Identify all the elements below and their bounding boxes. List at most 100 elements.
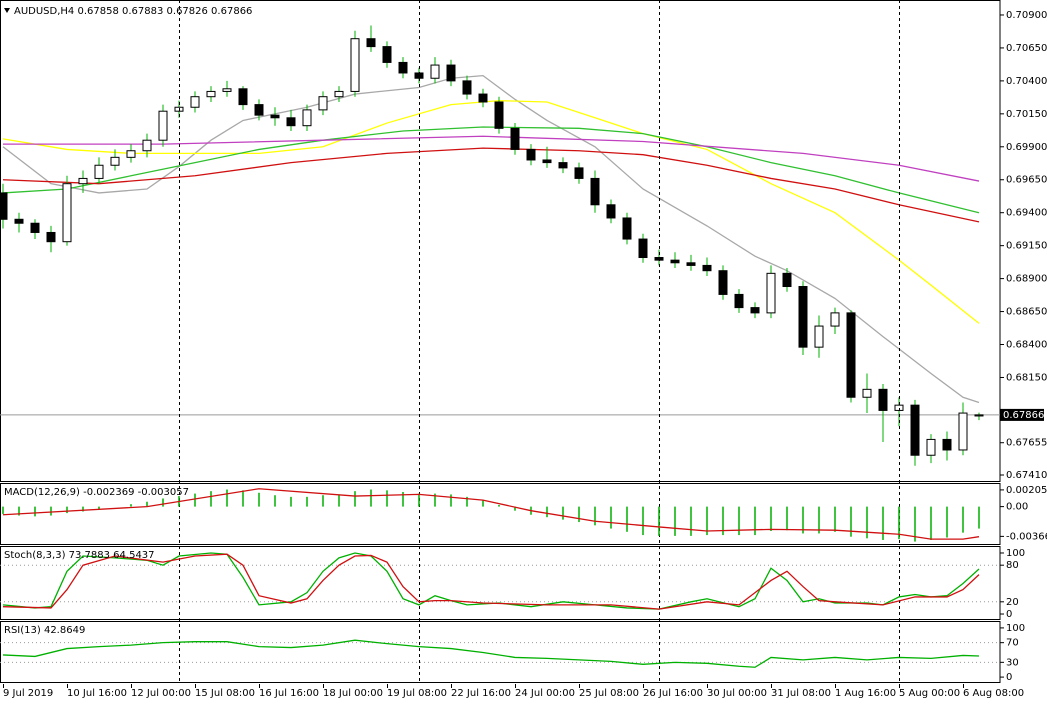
x-tick-label: 18 Jul 00:00 [323, 688, 383, 699]
panel [0, 25, 1000, 466]
candle-body [142, 139, 152, 152]
chart-title: AUDUSD,H4 0.67858 0.67883 0.67826 0.6786… [14, 6, 252, 17]
candle-body [942, 438, 952, 451]
x-tick-label: 6 Aug 08:00 [963, 688, 1024, 699]
panel-frame [0, 621, 1001, 683]
candle-body [830, 312, 840, 327]
candle-body [766, 272, 776, 314]
candle-body [574, 167, 584, 179]
indicator-line [2, 639, 980, 668]
candle-body [638, 238, 648, 259]
candle-body [878, 388, 888, 411]
x-tick-label: 12 Jul 00:00 [131, 688, 191, 699]
y-tick-label: 80 [1006, 560, 1019, 571]
current-price-box [1000, 408, 1044, 421]
candle-body [526, 148, 536, 161]
candle-body [670, 259, 680, 264]
x-tick-label: 25 Jul 08:00 [579, 688, 639, 699]
candle-body [846, 312, 856, 398]
y-tick-label: 0.68900 [1006, 274, 1047, 285]
y-tick-label: 100 [1006, 623, 1025, 634]
x-tick-label: 15 Jul 08:00 [195, 688, 255, 699]
panel [2, 488, 980, 542]
indicator-title: MACD(12,26,9) -0.002369 -0.003057 [4, 487, 189, 498]
candle-body [750, 307, 760, 314]
panel-frame [0, 546, 1001, 620]
x-tick-label: 5 Aug 00:00 [899, 688, 960, 699]
candle-body [606, 204, 616, 219]
y-tick-label: 0.70400 [1006, 76, 1047, 87]
candle-body [78, 177, 88, 185]
candle-body [190, 96, 200, 108]
y-tick-label: 0.002055 [1006, 485, 1047, 496]
menu-arrow[interactable] [4, 8, 10, 13]
y-tick-label: 0.68650 [1006, 307, 1047, 318]
candle-body [590, 177, 600, 206]
x-tick-label: 10 Jul 16:00 [67, 688, 127, 699]
indicator-title: RSI(13) 42.8649 [4, 625, 85, 636]
candle-body [318, 96, 328, 111]
y-tick-label: 0.70650 [1006, 43, 1047, 54]
x-tick-label: 22 Jul 16:00 [451, 688, 511, 699]
candle-body [366, 38, 376, 48]
candle-body [782, 272, 792, 288]
x-tick-label: 26 Jul 16:00 [643, 688, 703, 699]
candle-body [622, 217, 632, 240]
y-tick-label: 100 [1006, 548, 1025, 559]
candle-body [958, 412, 968, 451]
y-tick-label: 0.69400 [1006, 208, 1047, 219]
panel-frame [0, 483, 1001, 545]
indicator-line [2, 147, 980, 223]
panel [0, 552, 1000, 610]
candle-body [718, 270, 728, 295]
candle-body [94, 164, 104, 179]
candle-body [206, 90, 216, 98]
y-tick-label: 0.68400 [1006, 340, 1047, 351]
candle-body [270, 114, 280, 119]
candle-body [446, 64, 456, 82]
candle-body [398, 61, 408, 74]
indicator-line [2, 126, 980, 214]
candle-body [542, 159, 552, 164]
y-tick-label: 0.69150 [1006, 241, 1047, 252]
indicator-line [2, 488, 980, 540]
candle-body [478, 93, 488, 103]
x-tick-label: 24 Jul 00:00 [515, 688, 575, 699]
indicator-title: Stoch(8,3,3) 73.7883 64.5437 [4, 550, 155, 561]
candle-body [910, 404, 920, 456]
candle-body [158, 110, 168, 141]
candle-body [734, 293, 744, 309]
y-tick-label: 0.67655 [1006, 438, 1047, 449]
y-tick-label: 0.68150 [1006, 372, 1047, 383]
candle-body [430, 64, 440, 79]
indicator-line [3, 135, 980, 182]
y-tick-label: 0.69900 [1006, 142, 1047, 153]
panel-frame [0, 0, 1001, 482]
candle-body [974, 414, 984, 417]
candle-body [382, 46, 392, 63]
candle-body [702, 264, 712, 272]
y-tick-label: 20 [1006, 597, 1019, 608]
indicator-line [2, 74, 980, 404]
candle-body [350, 38, 360, 92]
candle-body [46, 231, 56, 243]
indicator-line [2, 553, 980, 610]
x-tick-label: 30 Jul 00:00 [707, 688, 767, 699]
y-tick-label: -0.003661 [1006, 531, 1047, 542]
candle-body [286, 117, 296, 127]
y-tick-label: 0.67410 [1006, 470, 1047, 481]
y-tick-label: 0.70150 [1006, 109, 1047, 120]
candle-body [814, 325, 824, 348]
y-tick-label: 0.70900 [1006, 10, 1047, 21]
y-tick-label: 0.69650 [1006, 175, 1047, 186]
y-tick-label: 30 [1006, 657, 1019, 668]
candle-body [254, 104, 264, 116]
candle-body [510, 127, 520, 150]
candle-body [110, 156, 120, 166]
current-price-label: 0.67866 [1003, 410, 1044, 421]
candle-body [798, 286, 808, 348]
y-tick-label: 70 [1006, 638, 1019, 649]
candle-body [302, 109, 312, 127]
